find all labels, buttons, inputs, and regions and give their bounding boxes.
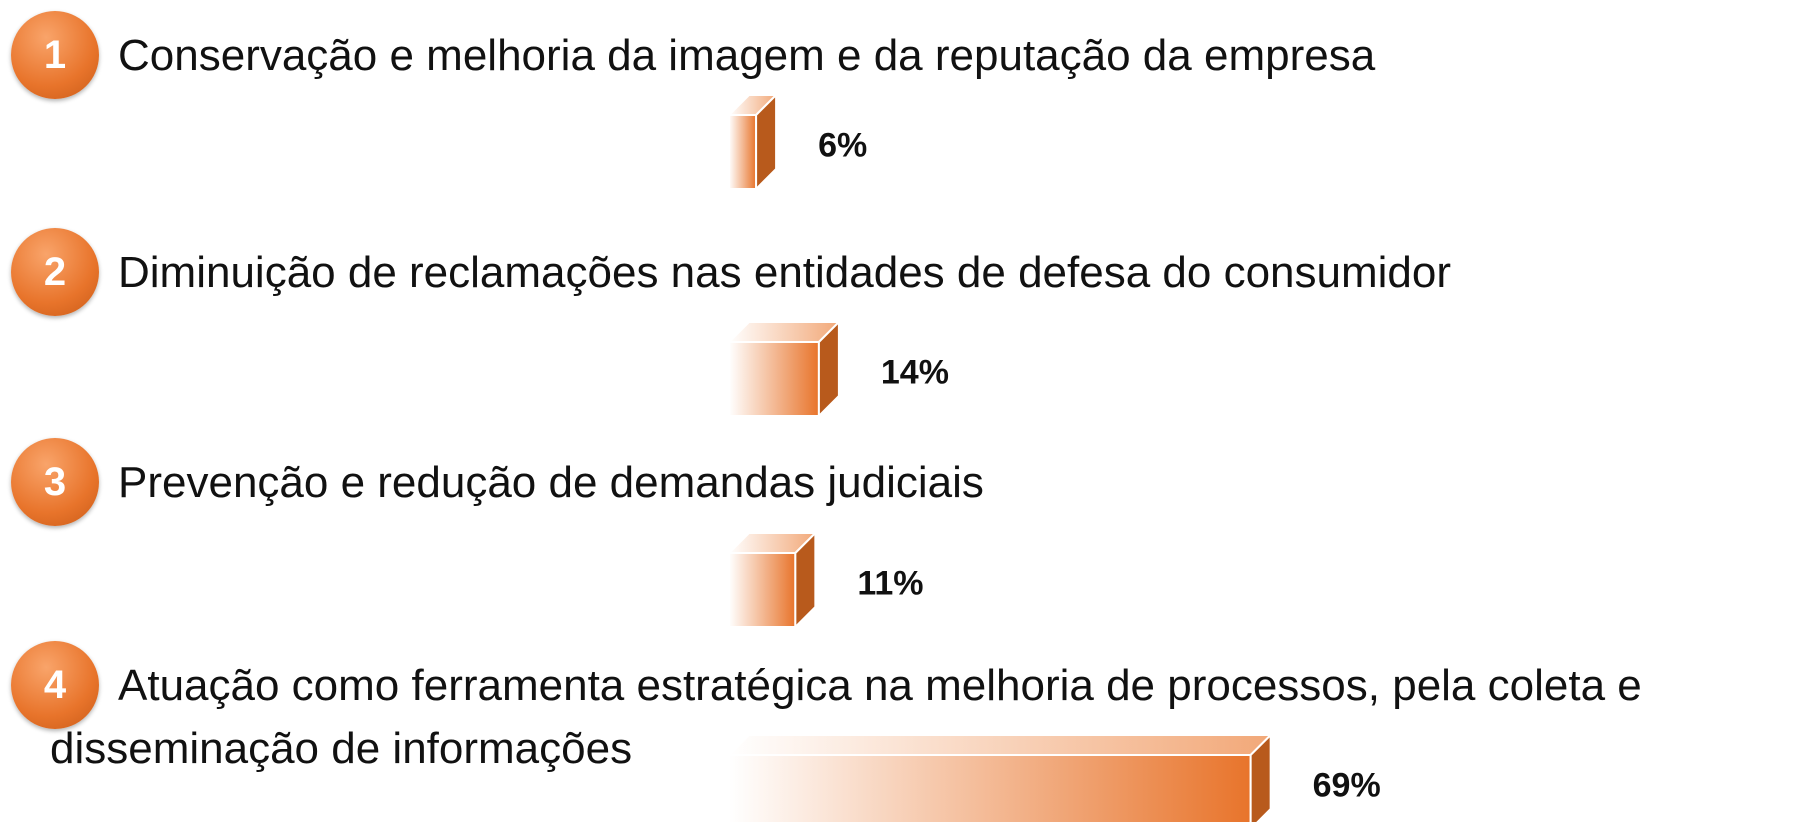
bar-front bbox=[728, 552, 797, 628]
bar-side bbox=[817, 319, 840, 419]
value-label: 69% bbox=[1312, 766, 1381, 805]
bar-front bbox=[728, 754, 1252, 822]
bar bbox=[726, 92, 779, 192]
bar bbox=[726, 732, 1274, 822]
number-badge: 2 bbox=[11, 228, 99, 316]
bar-front bbox=[728, 341, 820, 417]
number-badge: 1 bbox=[11, 11, 99, 99]
value-label: 6% bbox=[818, 126, 868, 165]
category-label: Prevenção e redução de demandas judiciai… bbox=[118, 458, 984, 507]
bar-side bbox=[1249, 732, 1272, 822]
category-label: Diminuição de reclamações nas entidades … bbox=[118, 248, 1451, 297]
bar-front bbox=[728, 114, 758, 190]
number-badge: 3 bbox=[11, 438, 99, 526]
bar bbox=[726, 530, 818, 630]
bar bbox=[726, 319, 842, 419]
value-label: 11% bbox=[857, 564, 924, 603]
bar-side bbox=[755, 92, 778, 192]
category-label: Conservação e melhoria da imagem e da re… bbox=[118, 31, 1376, 80]
category-label: Atuação como ferramenta estratégica na m… bbox=[50, 661, 1642, 773]
number-badge: 4 bbox=[11, 641, 99, 729]
bar-side bbox=[794, 530, 817, 630]
value-label: 14% bbox=[880, 353, 949, 392]
